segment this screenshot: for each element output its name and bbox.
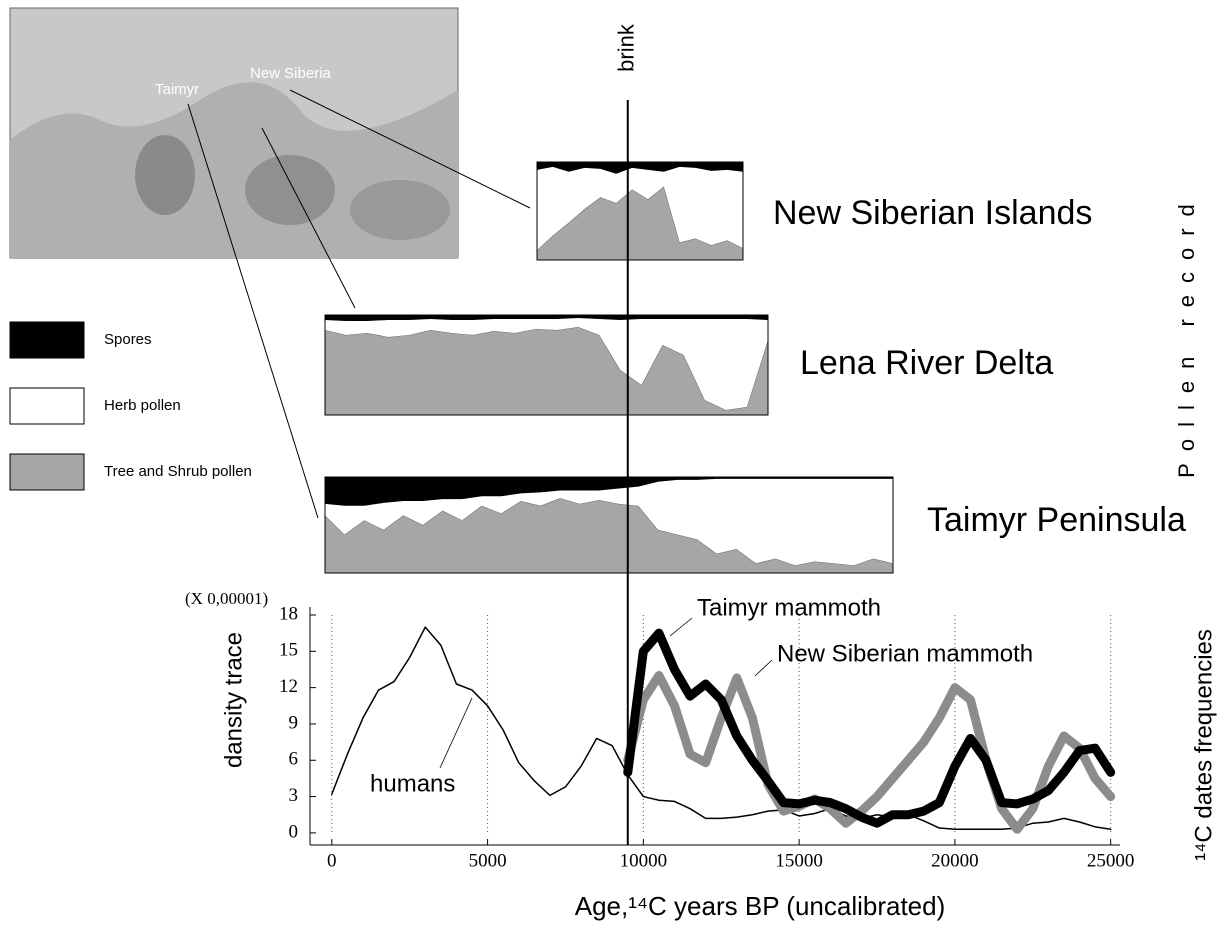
panel-title: Lena River Delta bbox=[800, 344, 1053, 382]
y-tick-label: 6 bbox=[289, 749, 299, 770]
map-relief bbox=[135, 135, 195, 215]
series-label: Taimyr mammoth bbox=[697, 594, 881, 621]
x-tick-label: 10000 bbox=[620, 850, 668, 871]
y-tick-label: 18 bbox=[279, 603, 298, 624]
pointer bbox=[670, 618, 692, 636]
x-tick-label: 5000 bbox=[469, 850, 507, 871]
brink-label: brink bbox=[614, 23, 639, 72]
map-relief bbox=[245, 155, 335, 225]
series-label: humans bbox=[370, 770, 455, 797]
series-label: New Siberian mammoth bbox=[777, 640, 1033, 667]
x-axis-label: Age,¹⁴C years BP (uncalibrated) bbox=[575, 891, 946, 921]
map-label: New Siberia bbox=[250, 65, 332, 82]
panel-title: Taimyr Peninsula bbox=[927, 501, 1186, 539]
y2-axis-label: ¹⁴C dates frequencies bbox=[1190, 629, 1217, 861]
pointer bbox=[755, 660, 772, 676]
map-relief bbox=[350, 180, 450, 240]
series-line bbox=[628, 676, 1111, 830]
y-tick-label: 0 bbox=[289, 821, 299, 842]
x-tick-label: 15000 bbox=[775, 850, 823, 871]
figure: Taimyr New Siberia Pollen record Spores H… bbox=[0, 0, 1231, 926]
pollen-label: Pollen record bbox=[1174, 192, 1199, 478]
legend-swatch bbox=[10, 454, 84, 490]
legend-swatch bbox=[10, 322, 84, 358]
y-tick-label: 12 bbox=[279, 676, 298, 697]
legend-label: Herb pollen bbox=[104, 397, 181, 414]
legend-label: Spores bbox=[104, 331, 152, 348]
y-axis-label: dansity trace bbox=[220, 632, 247, 768]
legend-swatch bbox=[10, 388, 84, 424]
y-tick-label: 3 bbox=[289, 785, 299, 806]
x-tick-label: 20000 bbox=[931, 850, 979, 871]
y-tick-label: 15 bbox=[279, 640, 298, 661]
x-tick-label: 0 bbox=[327, 850, 337, 871]
y-tick-label: 9 bbox=[289, 712, 299, 733]
map: Taimyr New Siberia bbox=[10, 8, 530, 518]
x-tick-label: 25000 bbox=[1087, 850, 1135, 871]
multiplier: (X 0,00001) bbox=[185, 589, 268, 608]
legend-label: Tree and Shrub pollen bbox=[104, 463, 252, 480]
pointer bbox=[440, 698, 472, 768]
panel-title: New Siberian Islands bbox=[773, 194, 1092, 232]
map-label: Taimyr bbox=[155, 81, 199, 98]
